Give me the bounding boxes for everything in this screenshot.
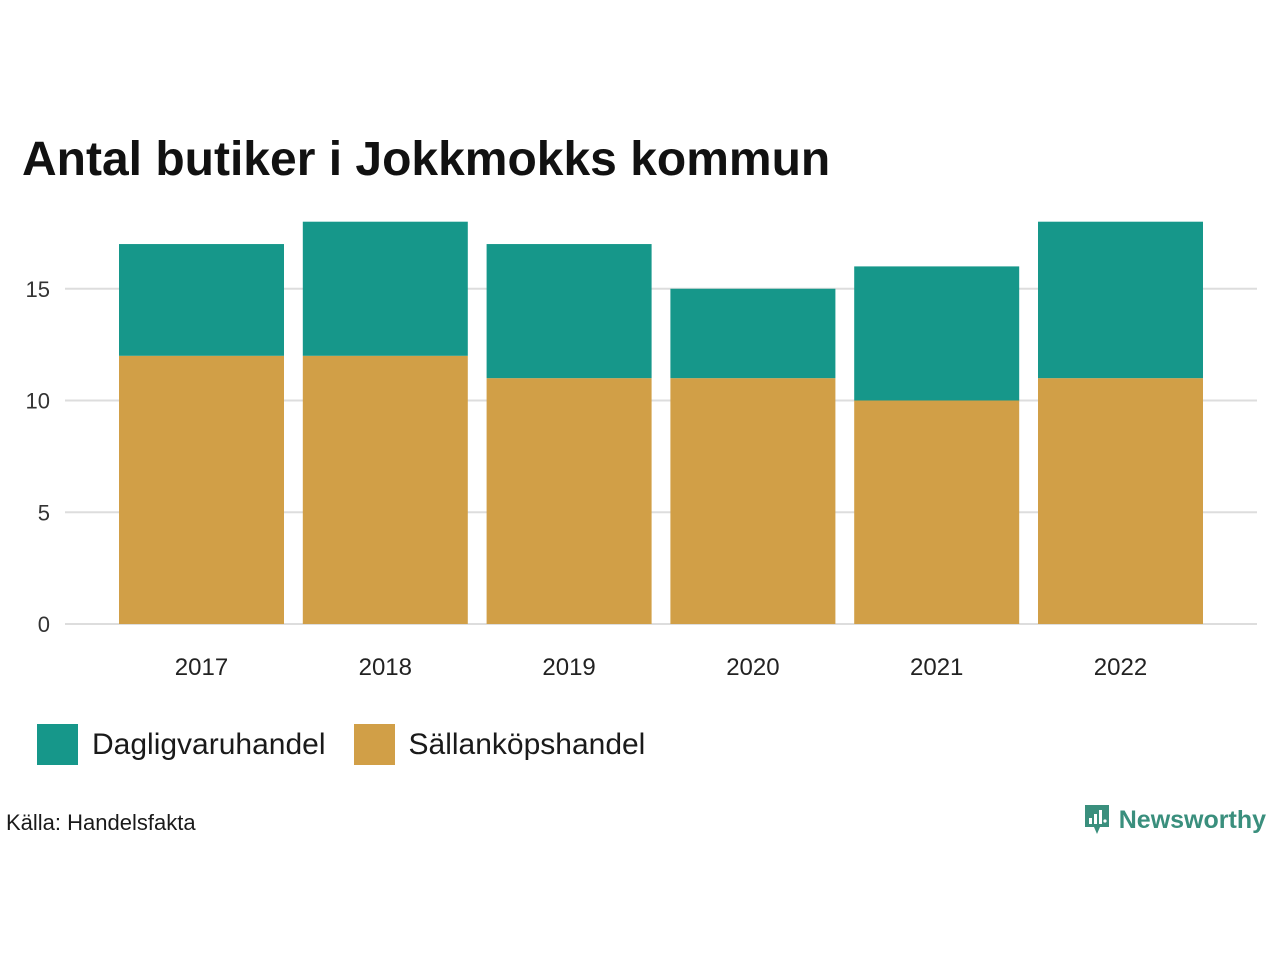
legend-label-sallankopshandel: Sällanköpshandel: [408, 727, 646, 761]
bar-sallankopshandel-2017: [119, 355, 284, 624]
legend-item-sallankopshandel: Sällanköpshandel: [353, 724, 646, 765]
bar-sallankopshandel-2019: [486, 378, 652, 624]
bar-dagligvaruhandel-2022: [1038, 221, 1203, 379]
bar-sallankopshandel-2020: [670, 378, 836, 624]
legend-item-dagligvaruhandel: Dagligvaruhandel: [37, 724, 326, 765]
bars: [119, 221, 1203, 624]
bar-dagligvaruhandel-2018: [302, 221, 468, 356]
bar-dagligvaruhandel-2021: [854, 266, 1020, 401]
y-axis-ticks: 0 5 10 15: [26, 277, 50, 637]
bar-sallankopshandel-2022: [1038, 378, 1203, 624]
x-axis-ticks: 2017 2018 2019 2020 2021 2022: [175, 654, 1147, 681]
bar-chart: 0 5 10 15 2017 2018 2019 2020 2021 2022: [26, 221, 1257, 681]
brand-logo: Newsworthy: [1083, 803, 1266, 837]
bar-dagligvaruhandel-2019: [486, 244, 652, 379]
y-tick-label-5: 5: [38, 500, 50, 525]
chart-title: Antal butiker i Jokkmokks kommun: [22, 133, 831, 186]
x-tick-label-2022: 2022: [1094, 654, 1147, 681]
y-tick-label-15: 15: [26, 277, 50, 302]
x-tick-label-2019: 2019: [542, 654, 595, 681]
bar-dagligvaruhandel-2020: [670, 288, 836, 379]
bar-sallankopshandel-2018: [302, 355, 468, 624]
source-note: Källa: Handelsfakta: [6, 810, 196, 835]
legend: Dagligvaruhandel Sällanköpshandel: [37, 724, 673, 765]
legend-swatch-sallankopshandel: [353, 724, 395, 765]
x-tick-label-2020: 2020: [726, 654, 779, 681]
newsworthy-logo-icon: [1084, 805, 1109, 834]
bar-sallankopshandel-2021: [854, 400, 1020, 624]
bar-dagligvaruhandel-2017: [119, 244, 284, 356]
x-tick-label-2021: 2021: [910, 654, 963, 681]
legend-label-dagligvaruhandel: Dagligvaruhandel: [92, 727, 326, 761]
y-tick-label-10: 10: [26, 389, 50, 414]
y-tick-label-0: 0: [38, 612, 50, 637]
brand-name: Newsworthy: [1118, 805, 1266, 834]
legend-swatch-dagligvaruhandel: [37, 724, 78, 765]
x-tick-label-2017: 2017: [175, 654, 228, 681]
x-tick-label-2018: 2018: [359, 654, 412, 681]
